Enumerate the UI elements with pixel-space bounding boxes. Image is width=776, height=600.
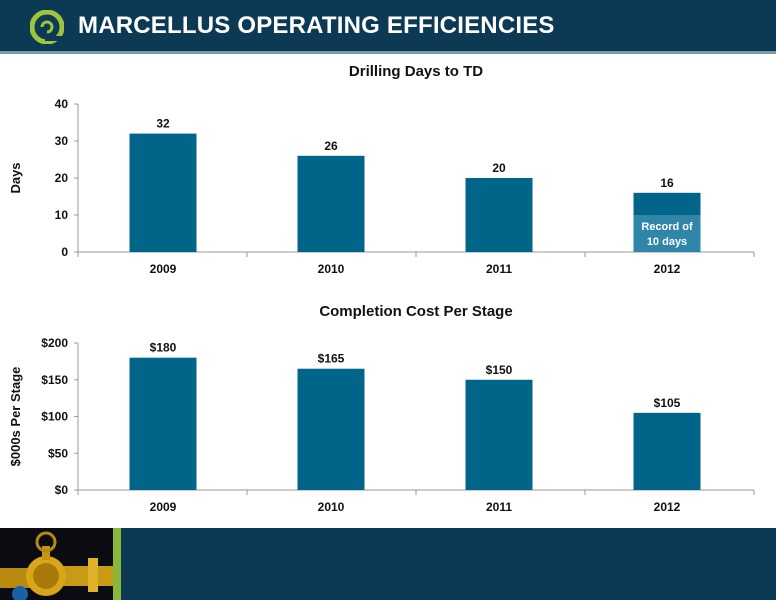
x-tick-label: 2011 xyxy=(486,500,512,514)
bar-2010 xyxy=(297,368,365,490)
x-tick-label: 2009 xyxy=(150,500,177,514)
x-tick-label: 2010 xyxy=(318,500,345,514)
bar-2011 xyxy=(465,178,533,252)
y-tick-label: $50 xyxy=(48,446,68,460)
y-tick-label: 30 xyxy=(55,134,69,148)
record-highlight-bar xyxy=(633,215,701,252)
valve-photo-icon xyxy=(0,528,113,600)
page-title: MARCELLUS OPERATING EFFICIENCIES xyxy=(78,12,555,39)
data-label: $105 xyxy=(654,396,681,410)
chart-title: Drilling Days to TD xyxy=(349,63,483,80)
drilling-days-chart: Drilling Days to TD Days 0 10 20 30 40 32 2009 26… xyxy=(8,63,755,276)
y-axis-label: Days xyxy=(8,162,23,193)
footer-accent-stripe xyxy=(113,528,121,600)
x-tick-label: 2012 xyxy=(654,262,681,276)
y-tick-label: 20 xyxy=(55,171,69,185)
footer-bar xyxy=(0,528,776,600)
completion-cost-chart: Completion Cost Per Stage $000s Per Stage… xyxy=(8,303,755,514)
y-tick-label: $200 xyxy=(41,336,68,350)
bar-2010 xyxy=(297,155,365,252)
data-label: 16 xyxy=(660,176,674,190)
y-tick-label: $150 xyxy=(41,373,68,387)
record-annotation-line1: Record of xyxy=(641,221,693,233)
data-label: $165 xyxy=(318,352,345,366)
bar-2012 xyxy=(633,412,701,490)
charts-area: Drilling Days to TD Days 0 10 20 30 40 32 2009 26… xyxy=(8,63,755,514)
data-label: 20 xyxy=(492,161,506,175)
y-tick-label: $0 xyxy=(55,483,69,497)
x-tick-label: 2010 xyxy=(318,262,345,276)
data-label: $180 xyxy=(150,341,177,355)
chart-title: Completion Cost Per Stage xyxy=(319,303,512,320)
data-label: 32 xyxy=(156,117,170,131)
header-bar: MARCELLUS OPERATING EFFICIENCIES xyxy=(0,0,776,54)
bar-2011 xyxy=(465,379,533,490)
y-axis-label: $000s Per Stage xyxy=(8,367,23,467)
y-tick-label: $100 xyxy=(41,410,68,424)
data-label: $150 xyxy=(486,363,513,377)
y-tick-label: 0 xyxy=(61,245,68,259)
bar-2009 xyxy=(129,133,197,252)
x-tick-label: 2011 xyxy=(486,262,512,276)
x-tick-label: 2012 xyxy=(654,500,681,514)
header-divider xyxy=(0,51,776,54)
data-label: 26 xyxy=(324,139,338,153)
company-logo-icon xyxy=(30,10,64,44)
x-tick-label: 2009 xyxy=(150,262,177,276)
y-tick-label: 10 xyxy=(55,208,69,222)
bar-2009 xyxy=(129,357,197,490)
y-tick-label: 40 xyxy=(55,97,69,111)
record-annotation-line2: 10 days xyxy=(647,236,687,248)
